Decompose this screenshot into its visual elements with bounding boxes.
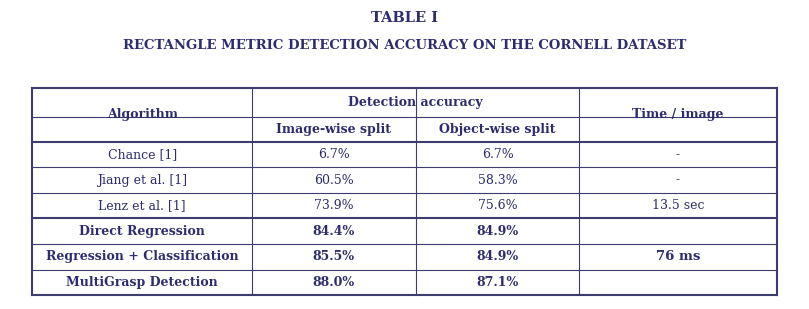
Text: Algorithm: Algorithm	[107, 108, 178, 121]
Text: Regression + Classification: Regression + Classification	[46, 250, 239, 263]
Text: 13.5 sec: 13.5 sec	[652, 199, 705, 212]
Text: 6.7%: 6.7%	[481, 148, 514, 161]
Text: 84.9%: 84.9%	[477, 225, 519, 238]
Text: Chance [1]: Chance [1]	[108, 148, 176, 161]
Text: TABLE I: TABLE I	[371, 11, 438, 25]
Text: 58.3%: 58.3%	[477, 174, 518, 187]
Text: 87.1%: 87.1%	[477, 276, 519, 289]
Text: 84.4%: 84.4%	[312, 225, 355, 238]
Text: Time / image: Time / image	[633, 108, 724, 121]
Text: -: -	[676, 148, 680, 161]
Text: 75.6%: 75.6%	[478, 199, 517, 212]
Text: 88.0%: 88.0%	[313, 276, 355, 289]
Text: 84.9%: 84.9%	[477, 250, 519, 263]
Text: 73.9%: 73.9%	[314, 199, 354, 212]
Text: 6.7%: 6.7%	[318, 148, 349, 161]
Text: RECTANGLE METRIC DETECTION ACCURACY ON THE CORNELL DATASET: RECTANGLE METRIC DETECTION ACCURACY ON T…	[123, 39, 686, 52]
Text: Direct Regression: Direct Regression	[79, 225, 205, 238]
Text: -: -	[676, 174, 680, 187]
Text: 85.5%: 85.5%	[313, 250, 355, 263]
Text: Lenz et al. [1]: Lenz et al. [1]	[99, 199, 186, 212]
Text: Object-wise split: Object-wise split	[439, 123, 556, 136]
Text: Detection accuracy: Detection accuracy	[349, 96, 483, 109]
Text: Jiang et al. [1]: Jiang et al. [1]	[97, 174, 187, 187]
Text: 60.5%: 60.5%	[314, 174, 354, 187]
Text: Image-wise split: Image-wise split	[277, 123, 392, 136]
Text: 76 ms: 76 ms	[656, 250, 701, 263]
Text: MultiGrasp Detection: MultiGrasp Detection	[66, 276, 218, 289]
